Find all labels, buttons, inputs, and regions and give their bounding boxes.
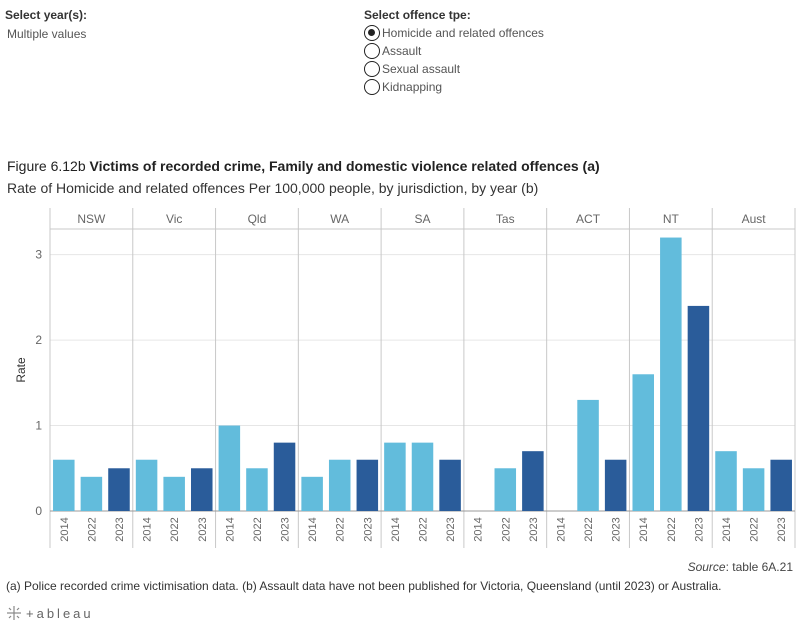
offence-option-kidnapping[interactable]: Kidnapping (364, 78, 544, 96)
footnote: (a) Police recorded crime victimisation … (6, 579, 722, 593)
year-filter-label: Select year(s): (5, 8, 88, 22)
panel-header: Aust (742, 212, 767, 226)
bar (604, 459, 627, 511)
x-tick-label: 2014 (638, 517, 650, 541)
x-tick-label: 2014 (307, 517, 319, 541)
x-tick-label: 2023 (445, 517, 457, 541)
offence-option-homicide[interactable]: Homicide and related offences (364, 24, 544, 42)
offence-option-label: Homicide and related offences (382, 26, 544, 40)
x-tick-label: 2014 (390, 517, 402, 541)
panel-header: SA (414, 212, 430, 226)
bar (522, 451, 544, 511)
bar (108, 468, 130, 511)
x-tick-label: 2022 (583, 517, 595, 541)
x-tick-label: 2022 (335, 517, 347, 541)
y-tick-label: 1 (35, 419, 42, 433)
x-tick-label: 2023 (693, 517, 705, 541)
y-tick-label: 2 (35, 333, 42, 347)
panel-header: Qld (248, 212, 267, 226)
radio-button-icon[interactable] (364, 61, 380, 77)
bar (53, 459, 75, 511)
x-tick-label: 2023 (611, 517, 623, 541)
bar (770, 459, 792, 511)
figure-title: Figure 6.12b Victims of recorded crime, … (7, 158, 600, 174)
x-tick-label: 2023 (280, 517, 292, 541)
x-tick-label: 2022 (500, 517, 512, 541)
bar (273, 442, 296, 511)
y-axis-label: Rate (14, 357, 28, 383)
radio-button-icon[interactable] (364, 25, 380, 41)
panel-header: Tas (496, 212, 515, 226)
offence-filter-label: Select offence tpe: (364, 8, 471, 22)
source-note: Source: table 6A.21 (688, 560, 793, 574)
bar (80, 476, 103, 511)
bar (384, 442, 406, 511)
radio-button-icon[interactable] (364, 79, 380, 95)
year-filter-value[interactable]: Multiple values (7, 27, 87, 41)
bar (632, 374, 655, 511)
bar (687, 305, 710, 511)
offence-option-assault[interactable]: Assault (364, 42, 544, 60)
x-tick-label: 2014 (555, 517, 567, 541)
source-text: : table 6A.21 (725, 560, 793, 574)
x-tick-label: 2014 (473, 517, 485, 541)
bar (439, 459, 461, 511)
x-tick-label: 2014 (59, 517, 71, 541)
x-tick-label: 2023 (197, 517, 209, 541)
bar (715, 451, 737, 511)
x-tick-label: 2022 (169, 517, 181, 541)
panel-header: NSW (77, 212, 106, 226)
bar (494, 468, 517, 511)
bar (577, 399, 599, 511)
bar-chart: 0 1 2 3 Rate NSW 2014 2022 2023 Vic 2014 2022 2023 Ql… (14, 208, 796, 548)
year-filter[interactable]: Select year(s): Multiple values (5, 8, 87, 41)
x-tick-label: 2022 (418, 517, 430, 541)
tableau-brand-text: +ableau (26, 605, 94, 621)
x-tick-label: 2022 (749, 517, 761, 541)
offence-option-label: Sexual assault (382, 62, 461, 76)
radio-button-icon[interactable] (364, 43, 380, 59)
x-tick-label: 2022 (252, 517, 264, 541)
panel-header: WA (330, 212, 349, 226)
bar (356, 459, 379, 511)
bar (163, 476, 185, 511)
x-tick-label: 2023 (776, 517, 788, 541)
figure-subtitle: Rate of Homicide and related offences Pe… (7, 180, 539, 196)
tableau-brand[interactable]: +ableau (6, 605, 94, 621)
bar (246, 468, 268, 511)
offence-type-filter: Select offence tpe: Homicide and related… (364, 8, 544, 96)
bar (218, 425, 241, 511)
tableau-logo-icon (7, 606, 21, 620)
bar (660, 237, 682, 511)
x-tick-label: 2022 (666, 517, 678, 541)
panel-header: Vic (166, 212, 182, 226)
panel-header: ACT (576, 212, 601, 226)
offence-option-label: Assault (382, 44, 422, 58)
figure-title-text: Victims of recorded crime, Family and do… (89, 158, 600, 174)
bar (411, 442, 434, 511)
offence-option-label: Kidnapping (382, 80, 443, 94)
source-label: Source (687, 560, 726, 574)
x-tick-label: 2014 (721, 517, 733, 541)
bar (135, 459, 158, 511)
bar (301, 476, 323, 511)
bar (328, 459, 351, 511)
figure-number: Figure 6.12b (7, 158, 86, 174)
y-tick-label: 3 (35, 248, 42, 262)
y-tick-label: 0 (35, 504, 42, 518)
bar (190, 468, 213, 511)
panel-header: NT (663, 212, 680, 226)
x-tick-label: 2022 (86, 517, 98, 541)
x-tick-label: 2014 (224, 517, 236, 541)
x-tick-label: 2014 (142, 517, 154, 541)
x-tick-label: 2023 (114, 517, 126, 541)
x-tick-label: 2023 (362, 517, 374, 541)
bar (742, 468, 765, 511)
offence-option-sexual-assault[interactable]: Sexual assault (364, 60, 544, 78)
x-tick-label: 2023 (528, 517, 540, 541)
